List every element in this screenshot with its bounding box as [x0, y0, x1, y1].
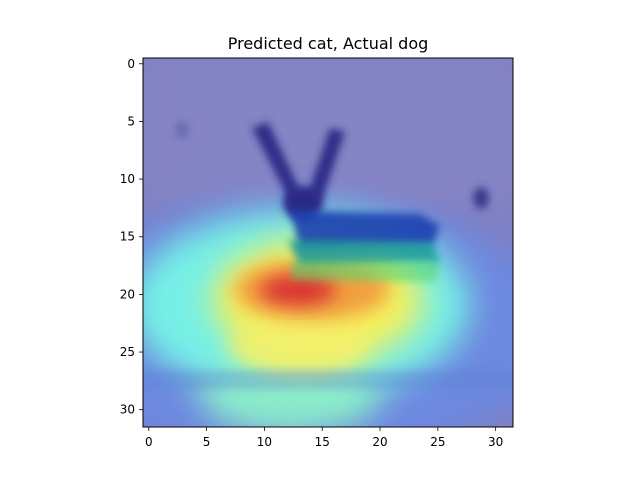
upper-region	[143, 58, 513, 208]
axes-frame	[142, 57, 514, 428]
ground-band	[143, 370, 513, 390]
y-tick-label: 25	[120, 345, 135, 359]
dark-speck-right	[473, 187, 489, 209]
x-tick-label: 25	[430, 435, 445, 449]
heat-red-core	[260, 275, 336, 305]
x-tick-label: 15	[315, 435, 330, 449]
dark-speck-left	[175, 121, 189, 139]
silhouette-body	[290, 210, 440, 250]
y-tick-label: 15	[120, 230, 135, 244]
x-tick-label: 0	[145, 435, 153, 449]
y-tick-label: 20	[120, 287, 135, 301]
x-tick-label: 5	[203, 435, 211, 449]
silhouette-body-green	[290, 262, 440, 282]
y-tick-label: 5	[127, 114, 135, 128]
x-tick-label: 20	[372, 435, 387, 449]
heat-yellow-lower	[230, 315, 370, 375]
y-tick-label: 30	[120, 403, 135, 417]
silhouette-body-teal	[288, 240, 440, 266]
heatmap-image	[143, 58, 513, 427]
silhouette-right-ear	[306, 128, 345, 200]
x-tick-label: 10	[257, 435, 272, 449]
plot-title: Predicted cat, Actual dog	[228, 34, 429, 53]
y-axis: 0 5 10 15 20 25 30	[120, 57, 143, 417]
y-tick-label: 0	[127, 57, 135, 71]
silhouette-left-ear	[252, 122, 300, 205]
y-tick-label: 10	[120, 172, 135, 186]
x-tick-label: 30	[488, 435, 503, 449]
x-axis: 0 5 10 15 20 25 30	[145, 427, 503, 449]
